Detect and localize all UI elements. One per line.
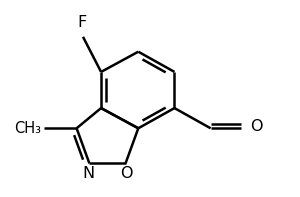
Text: O: O (120, 165, 133, 180)
Text: O: O (250, 119, 262, 134)
Text: CH₃: CH₃ (14, 121, 41, 136)
Text: N: N (82, 165, 94, 180)
Text: F: F (77, 15, 87, 30)
